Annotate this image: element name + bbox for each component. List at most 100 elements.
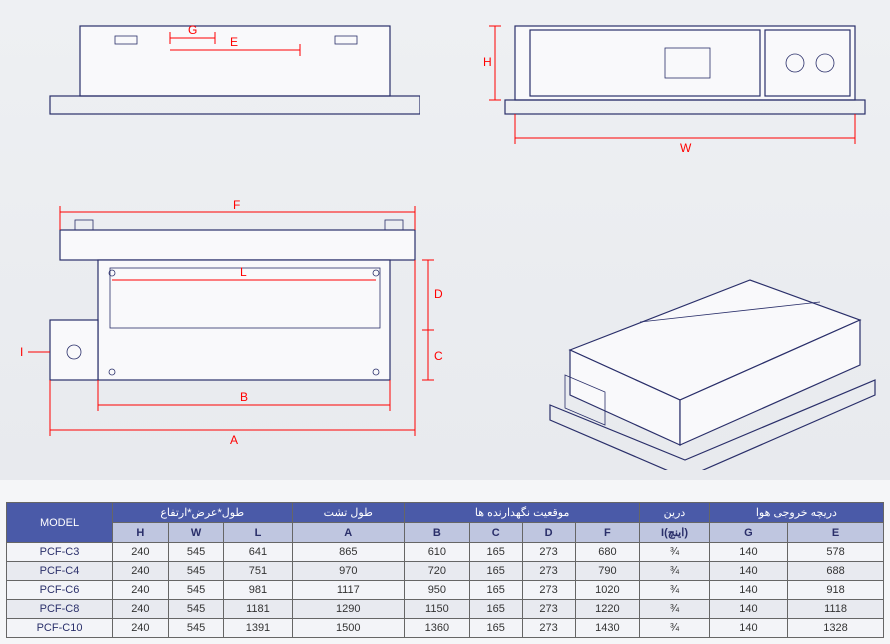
table-row: PCF-C624054598111179501652731020¾140918 bbox=[7, 581, 884, 600]
cell-w: 545 bbox=[168, 543, 224, 562]
cell-i: ¾ bbox=[640, 600, 710, 619]
cell-g: 140 bbox=[709, 543, 787, 562]
col-e: E bbox=[788, 523, 884, 543]
cell-model: PCF-C6 bbox=[7, 581, 113, 600]
dimension-table: MODEL طول*عرض*ارتفاع طول تشت موقعیت نگهد… bbox=[6, 502, 884, 638]
cell-b: 950 bbox=[405, 581, 470, 600]
drawing-area: G E H W bbox=[0, 0, 890, 480]
cell-c: 165 bbox=[469, 619, 522, 638]
cell-f: 1020 bbox=[575, 581, 640, 600]
cell-f: 790 bbox=[575, 562, 640, 581]
iso-view bbox=[510, 220, 880, 470]
col-f: F bbox=[575, 523, 640, 543]
cell-d: 273 bbox=[522, 600, 575, 619]
dim-label-a: A bbox=[230, 433, 238, 447]
col-g: G bbox=[709, 523, 787, 543]
cell-g: 140 bbox=[709, 562, 787, 581]
cell-a: 1117 bbox=[292, 581, 404, 600]
col-h: H bbox=[113, 523, 169, 543]
cell-g: 140 bbox=[709, 581, 787, 600]
front-view: G E bbox=[20, 8, 420, 138]
col-l: L bbox=[224, 523, 292, 543]
dim-label-i: I bbox=[20, 345, 23, 359]
cell-h: 240 bbox=[113, 581, 169, 600]
col-w: W bbox=[168, 523, 224, 543]
cell-i: ¾ bbox=[640, 619, 710, 638]
cell-i: ¾ bbox=[640, 562, 710, 581]
cell-c: 165 bbox=[469, 562, 522, 581]
dim-label-e: E bbox=[230, 35, 238, 49]
dim-label-d: D bbox=[434, 287, 443, 301]
dim-label-l: L bbox=[240, 265, 247, 279]
cell-l: 1391 bbox=[224, 619, 292, 638]
table-row: PCF-C4240545751970720165273790¾140688 bbox=[7, 562, 884, 581]
cell-c: 165 bbox=[469, 600, 522, 619]
cell-h: 240 bbox=[113, 619, 169, 638]
col-a: A bbox=[292, 523, 404, 543]
grp-0: طول*عرض*ارتفاع bbox=[113, 503, 293, 523]
cell-d: 273 bbox=[522, 543, 575, 562]
cell-l: 1181 bbox=[224, 600, 292, 619]
cell-l: 981 bbox=[224, 581, 292, 600]
cell-g: 140 bbox=[709, 619, 787, 638]
page-root: G E H W bbox=[0, 0, 890, 644]
cell-e: 1118 bbox=[788, 600, 884, 619]
table-header-row-2: H W L A B C D F I(اینچ) G E bbox=[7, 523, 884, 543]
dim-label-b: B bbox=[240, 390, 248, 404]
grp-4: دریچه خروجی هوا bbox=[709, 503, 883, 523]
col-i: I(اینچ) bbox=[640, 523, 710, 543]
cell-c: 165 bbox=[469, 543, 522, 562]
table-row: PCF-C82405451181129011501652731220¾14011… bbox=[7, 600, 884, 619]
table-header-row-1: MODEL طول*عرض*ارتفاع طول تشت موقعیت نگهد… bbox=[7, 503, 884, 523]
dim-label-f: F bbox=[233, 200, 240, 212]
cell-f: 680 bbox=[575, 543, 640, 562]
cell-b: 610 bbox=[405, 543, 470, 562]
cell-model: PCF-C8 bbox=[7, 600, 113, 619]
cell-h: 240 bbox=[113, 543, 169, 562]
cell-l: 641 bbox=[224, 543, 292, 562]
cell-e: 918 bbox=[788, 581, 884, 600]
cell-i: ¾ bbox=[640, 581, 710, 600]
grp-2: موقعیت نگهدارنده ها bbox=[405, 503, 640, 523]
col-d: D bbox=[522, 523, 575, 543]
table-row: PCF-C102405451391150013601652731430¾1401… bbox=[7, 619, 884, 638]
cell-model: PCF-C4 bbox=[7, 562, 113, 581]
cell-d: 273 bbox=[522, 581, 575, 600]
grp-1: طول تشت bbox=[292, 503, 404, 523]
cell-e: 1328 bbox=[788, 619, 884, 638]
cell-g: 140 bbox=[709, 600, 787, 619]
col-b: B bbox=[405, 523, 470, 543]
side-view: H W bbox=[475, 8, 875, 168]
dim-label-c: C bbox=[434, 349, 443, 363]
cell-w: 545 bbox=[168, 562, 224, 581]
cell-w: 545 bbox=[168, 600, 224, 619]
cell-e: 578 bbox=[788, 543, 884, 562]
cell-h: 240 bbox=[113, 600, 169, 619]
dim-label-h: H bbox=[483, 55, 492, 69]
cell-b: 1150 bbox=[405, 600, 470, 619]
cell-f: 1220 bbox=[575, 600, 640, 619]
cell-a: 1290 bbox=[292, 600, 404, 619]
col-c: C bbox=[469, 523, 522, 543]
cell-l: 751 bbox=[224, 562, 292, 581]
table-row: PCF-C3240545641865610165273680¾140578 bbox=[7, 543, 884, 562]
cell-b: 1360 bbox=[405, 619, 470, 638]
cell-b: 720 bbox=[405, 562, 470, 581]
dim-label-g: G bbox=[188, 23, 197, 37]
cell-f: 1430 bbox=[575, 619, 640, 638]
cell-model: PCF-C10 bbox=[7, 619, 113, 638]
cell-h: 240 bbox=[113, 562, 169, 581]
cell-model: PCF-C3 bbox=[7, 543, 113, 562]
cell-i: ¾ bbox=[640, 543, 710, 562]
cell-d: 273 bbox=[522, 619, 575, 638]
cell-e: 688 bbox=[788, 562, 884, 581]
top-view: F L D C I B A bbox=[20, 200, 460, 470]
cell-a: 970 bbox=[292, 562, 404, 581]
cell-w: 545 bbox=[168, 619, 224, 638]
table-body: PCF-C3240545641865610165273680¾140578PCF… bbox=[7, 543, 884, 638]
cell-a: 865 bbox=[292, 543, 404, 562]
cell-c: 165 bbox=[469, 581, 522, 600]
col-model: MODEL bbox=[7, 503, 113, 543]
grp-3: درین bbox=[640, 503, 710, 523]
cell-d: 273 bbox=[522, 562, 575, 581]
